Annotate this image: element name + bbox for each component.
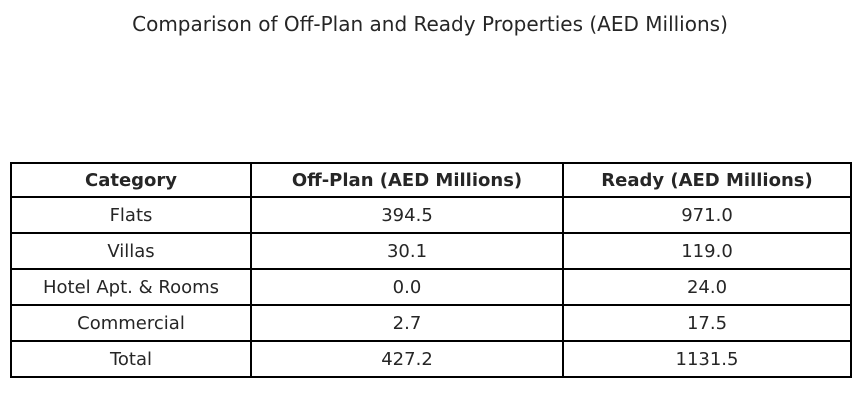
cell-category: Villas (10, 232, 252, 270)
column-header-offplan: Off-Plan (AED Millions) (250, 162, 564, 198)
cell-ready: 971.0 (562, 196, 852, 234)
table-row-commercial: Commercial 2.7 17.5 (10, 304, 852, 342)
cell-ready: 1131.5 (562, 340, 852, 378)
table-row-total: Total 427.2 1131.5 (10, 340, 852, 378)
cell-ready: 119.0 (562, 232, 852, 270)
cell-ready: 24.0 (562, 268, 852, 306)
data-table: Category Off-Plan (AED Millions) Ready (… (10, 162, 852, 378)
cell-offplan: 2.7 (250, 304, 564, 342)
cell-offplan: 30.1 (250, 232, 564, 270)
table-row-hotel-apt-rooms: Hotel Apt. & Rooms 0.0 24.0 (10, 268, 852, 306)
table-row-flats: Flats 394.5 971.0 (10, 196, 852, 234)
cell-offplan: 427.2 (250, 340, 564, 378)
cell-ready: 17.5 (562, 304, 852, 342)
cell-category: Hotel Apt. & Rooms (10, 268, 252, 306)
column-header-category: Category (10, 162, 252, 198)
chart-title: Comparison of Off-Plan and Ready Propert… (132, 12, 728, 36)
cell-category: Total (10, 340, 252, 378)
cell-category: Commercial (10, 304, 252, 342)
table-row-villas: Villas 30.1 119.0 (10, 232, 852, 270)
column-header-ready: Ready (AED Millions) (562, 162, 852, 198)
cell-offplan: 0.0 (250, 268, 564, 306)
cell-category: Flats (10, 196, 252, 234)
table-header-row: Category Off-Plan (AED Millions) Ready (… (10, 162, 852, 198)
cell-offplan: 394.5 (250, 196, 564, 234)
